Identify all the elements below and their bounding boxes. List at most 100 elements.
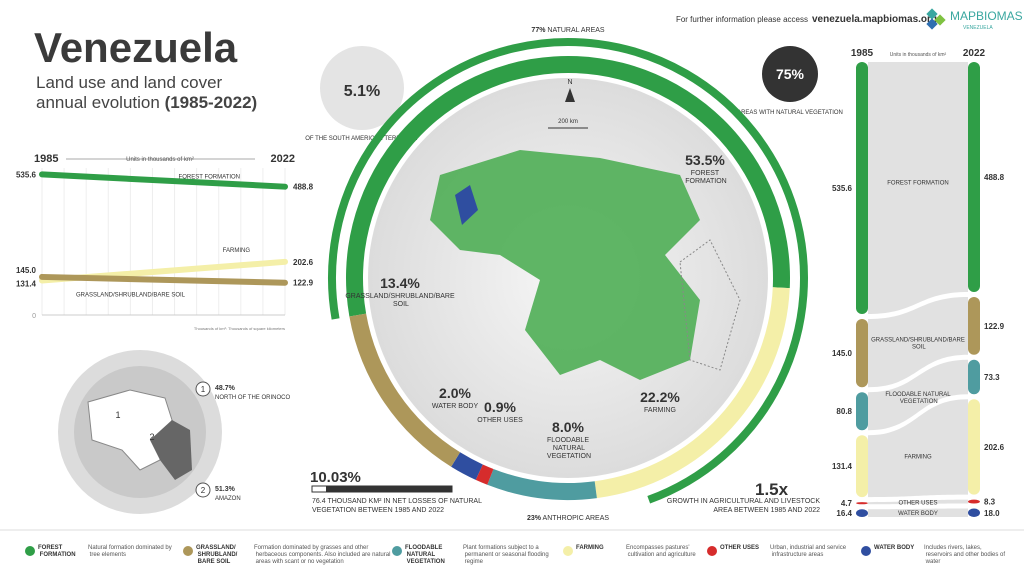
growth-text: AREA BETWEEN 1985 AND 2022 xyxy=(713,507,820,514)
sankey-bar xyxy=(856,509,868,517)
legend-name: WATER BODY xyxy=(874,545,914,551)
logo: MAPBIOMAS xyxy=(950,9,1023,23)
segment-name: FOREST FORMATION xyxy=(683,170,726,185)
region-map-number: 1 xyxy=(115,410,120,420)
value-label: 18.0 xyxy=(984,509,1000,518)
category-name: FARMING xyxy=(904,455,932,461)
legend-name: GRASSLAND/ SHRUBLAND/ BARE SOIL xyxy=(196,545,238,565)
logo-sub: VENEZUELA xyxy=(963,25,993,31)
sankey-bar xyxy=(968,62,980,292)
series-line xyxy=(39,273,288,286)
donut-segment xyxy=(451,452,483,480)
region-map-number: 2 xyxy=(149,432,154,442)
segment-value: 53.5% xyxy=(685,152,725,168)
flow xyxy=(868,508,968,517)
subtitle: annual evolution (1985-2022) xyxy=(36,93,257,112)
flow xyxy=(868,296,968,388)
growth-value: 1.5x xyxy=(755,480,789,499)
annotation-text: NATURAL AREAS xyxy=(547,27,605,34)
category-name: FOREST FORMATION xyxy=(887,180,948,186)
value-label: 131.4 xyxy=(832,462,853,471)
legend-swatch xyxy=(392,546,402,556)
territory-text: OF THE SOUTH AMERICAN TERRITORY xyxy=(305,136,419,142)
flow xyxy=(868,62,968,315)
growth-text: GROWTH IN AGRICULTURAL AND LIVESTOCK xyxy=(667,498,820,505)
start-label: 145.0 xyxy=(16,266,37,275)
series-name: GRASSLAND/SHRUBLAND/BARE SOIL xyxy=(76,293,186,299)
segment-value: 13.4% xyxy=(380,275,420,291)
region-share: 48.7% xyxy=(215,385,236,392)
legend-name: FOREST FORMATION xyxy=(38,545,76,558)
category-name: OTHER USES xyxy=(898,500,937,506)
x-tick-label: 1985 xyxy=(34,153,58,165)
region-2 xyxy=(150,420,192,480)
value-label: 488.8 xyxy=(984,173,1005,182)
map-shape xyxy=(430,150,700,380)
value-label: 8.3 xyxy=(984,498,996,507)
legend-description: Plant formations subject to a permanent … xyxy=(463,545,549,565)
segment-name: WATER BODY xyxy=(432,403,479,410)
end-label: 202.6 xyxy=(293,258,314,267)
legend-swatch xyxy=(563,546,573,556)
sankey-bar xyxy=(968,359,980,395)
end-label: 488.8 xyxy=(293,183,314,192)
sankey-bar xyxy=(856,502,868,505)
category-name: GRASSLAND/SHRUBLAND/BARE SOIL xyxy=(871,338,965,351)
units: Units in thousands of km² xyxy=(126,157,194,163)
period: (1985-2022) xyxy=(165,93,258,112)
annotation: 77% NATURAL AREAS xyxy=(531,27,604,34)
losses-text: 76.4 THOUSAND KM² IN NET LOSSES OF NATUR… xyxy=(312,498,482,505)
territory-badge xyxy=(320,46,404,130)
donut-segment xyxy=(475,464,494,485)
sankey-bar xyxy=(968,399,980,495)
donut-segment xyxy=(487,468,597,501)
annotation-label: 23% xyxy=(527,515,542,522)
annotation-label: 77% xyxy=(531,27,546,34)
category-name: WATER BODY xyxy=(898,511,938,517)
legend-name: FLOODABLE NATURAL VEGETATION xyxy=(405,545,445,565)
subtitle-text: annual evolution xyxy=(36,93,160,112)
region-number: 1 xyxy=(201,385,206,394)
region-name: NORTH OF THE ORINOCO xyxy=(215,395,290,401)
legend-description: Urban, industrial and service infrastruc… xyxy=(770,545,847,558)
sankey-bar xyxy=(856,435,868,498)
region-name: AMAZON xyxy=(215,496,241,502)
segment-name: GRASSLAND/SHRUBLAND/BARE SOIL xyxy=(345,293,455,308)
sankey-bar xyxy=(968,296,980,355)
sankey-bar xyxy=(856,392,868,431)
flow xyxy=(868,399,968,498)
legend-swatch xyxy=(183,546,193,556)
legend-description: Includes rivers, lakes, reservoirs and o… xyxy=(924,545,1005,565)
x-tick-label: 2022 xyxy=(271,153,295,165)
title: Venezuela xyxy=(34,24,238,71)
series-line xyxy=(39,171,288,190)
value-label: 4.7 xyxy=(841,499,853,508)
sankey-bar xyxy=(856,319,868,388)
region-marker xyxy=(195,381,211,397)
series-name: FOREST FORMATION xyxy=(179,175,240,181)
region-number: 2 xyxy=(201,486,206,495)
territory-value: 5.1% xyxy=(344,83,380,100)
sankey-bar xyxy=(968,508,980,517)
segment-name: FLOODABLE NATURAL VEGETATION xyxy=(545,437,591,460)
subtitle: Land use and land cover xyxy=(36,73,223,92)
series-name: FARMING xyxy=(223,248,251,254)
column-label: 2022 xyxy=(963,48,986,59)
legend-swatch xyxy=(707,546,717,556)
north-arrow xyxy=(565,88,575,102)
map-lake xyxy=(455,185,478,225)
value-label: 16.4 xyxy=(836,509,852,518)
segment-value: 0.9% xyxy=(484,399,516,415)
legend-description: Natural formation dominated by tree elem… xyxy=(88,545,172,558)
donut-segment xyxy=(349,313,461,467)
segment-name: FARMING xyxy=(644,407,676,414)
url[interactable]: venezuela.mapbiomas.org xyxy=(812,14,937,25)
category-name: FLOODABLE NATURAL VEGETATION xyxy=(885,392,951,405)
sankey-bar xyxy=(856,62,868,315)
region-share: 51.3% xyxy=(215,486,236,493)
units: Units in thousands of km² xyxy=(890,52,947,58)
start-label: 131.4 xyxy=(16,280,37,289)
annotation-text: ANTHROPIC AREAS xyxy=(543,515,610,522)
column-label: 1985 xyxy=(851,48,874,59)
